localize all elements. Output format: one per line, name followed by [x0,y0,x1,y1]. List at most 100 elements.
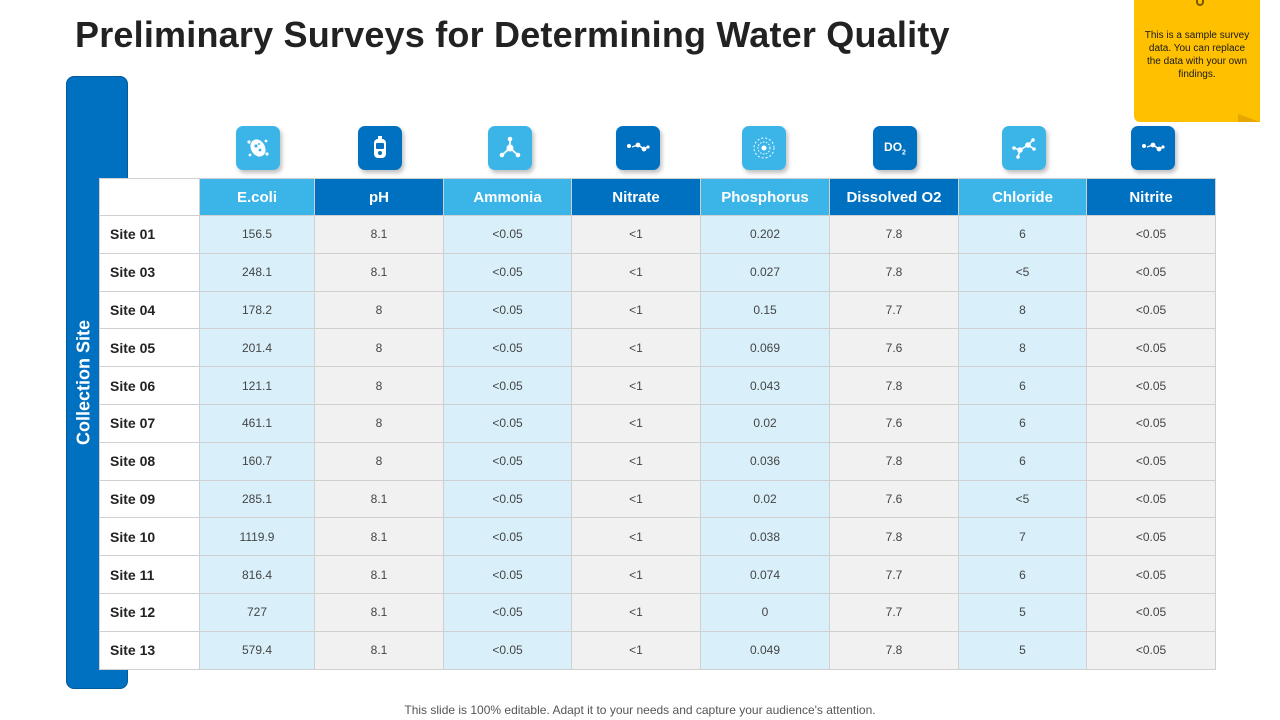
value-cell: 8.1 [314,252,444,292]
value-cell: <0.05 [1086,517,1216,557]
value-cell: 8 [958,328,1087,368]
sticky-note: This is a sample survey data. You can re… [1134,0,1260,122]
value-cell: 7.7 [829,290,959,330]
value-cell: 7.6 [829,403,959,443]
value-cell: 0.074 [700,555,830,594]
pin-icon [1196,0,1204,6]
value-cell: <0.05 [1086,252,1216,292]
value-cell: <1 [571,555,701,594]
site-name-cell: Site 07 [99,403,200,443]
dissolved-oxygen-icon-label: DO2 [884,139,906,157]
nitrate-molecule-icon [616,126,660,170]
value-cell: 8 [314,290,444,330]
value-cell: 1119.9 [199,517,315,557]
value-cell: 0 [700,592,830,632]
collection-site-label: Collection Site [73,320,94,446]
value-cell: <1 [571,252,701,292]
value-cell: 285.1 [199,479,315,519]
table-row: Site 03 248.1 8.1 <0.05 <1 0.027 7.8 <5 <0.05 [99,252,1216,292]
value-cell: 7.8 [829,215,959,254]
value-cell: 7.6 [829,479,959,519]
value-cell: <0.05 [443,290,572,330]
value-cell: <1 [571,290,701,330]
site-name-cell: Site 10 [99,517,200,557]
value-cell: 7.8 [829,366,959,405]
site-name-cell: Site 01 [99,215,200,254]
value-cell: 8.1 [314,555,444,594]
value-cell: 5 [958,630,1087,670]
value-cell: <0.05 [443,441,572,481]
value-cell: 248.1 [199,252,315,292]
header-ecoli: E.coli [199,178,315,216]
value-cell: <0.05 [443,555,572,594]
table-row: Site 04 178.2 8 <0.05 <1 0.15 7.7 8 <0.05 [99,290,1216,330]
value-cell: <0.05 [1086,479,1216,519]
value-cell: 6 [958,555,1087,594]
footer-note: This slide is 100% editable. Adapt it to… [404,703,876,717]
value-cell: <1 [571,479,701,519]
value-cell: <0.05 [1086,215,1216,254]
header-phosphorus: Phosphorus [700,178,830,216]
site-name-cell: Site 03 [99,252,200,292]
site-name-cell: Site 06 [99,366,200,405]
value-cell: <1 [571,366,701,405]
header-ammonia: Ammonia [443,178,572,216]
value-cell: 579.4 [199,630,315,670]
site-name-cell: Site 09 [99,479,200,519]
value-cell: <0.05 [1086,290,1216,330]
value-cell: 461.1 [199,403,315,443]
value-cell: 6 [958,215,1087,254]
table-row: Site 07 461.1 8 <0.05 <1 0.02 7.6 6 <0.05 [99,403,1216,443]
value-cell: 7.8 [829,630,959,670]
value-cell: 7 [958,517,1087,557]
water-quality-table: E.coli pH Ammonia Nitrate Phosphorus Dis… [99,178,1216,670]
sticky-note-text: This is a sample survey data. You can re… [1144,30,1250,80]
value-cell: <1 [571,403,701,443]
value-cell: 0.02 [700,479,830,519]
phosphorus-atom-icon [742,126,786,170]
site-name-cell: Site 11 [99,555,200,594]
value-cell: 0.036 [700,441,830,481]
site-name-cell: Site 12 [99,592,200,632]
value-cell: 0.02 [700,403,830,443]
value-cell: 0.038 [700,517,830,557]
header-dissolved-o2: Dissolved O2 [829,178,959,216]
value-cell: <0.05 [443,479,572,519]
value-cell: 8 [314,403,444,443]
value-cell: 7.6 [829,328,959,368]
value-cell: 8.1 [314,630,444,670]
value-cell: <1 [571,630,701,670]
nitrite-molecule-icon [1131,126,1175,170]
value-cell: 7.8 [829,441,959,481]
value-cell: <0.05 [1086,555,1216,594]
value-cell: 8.1 [314,215,444,254]
value-cell: <1 [571,441,701,481]
value-cell: <5 [958,252,1087,292]
value-cell: 8 [314,328,444,368]
value-cell: 156.5 [199,215,315,254]
value-cell: <0.05 [443,366,572,405]
ammonia-molecule-icon [488,126,532,170]
table-row: Site 10 1119.9 8.1 <0.05 <1 0.038 7.8 7 <0.05 [99,517,1216,557]
table-row: Site 12 727 8.1 <0.05 <1 0 7.7 5 <0.05 [99,592,1216,632]
table-row: Site 09 285.1 8.1 <0.05 <1 0.02 7.6 <5 <0.05 [99,479,1216,519]
value-cell: 0.202 [700,215,830,254]
value-cell: 0.049 [700,630,830,670]
value-cell: <0.05 [443,328,572,368]
value-cell: <0.05 [1086,441,1216,481]
value-cell: 8.1 [314,479,444,519]
value-cell: 727 [199,592,315,632]
page-title: Preliminary Surveys for Determining Wate… [75,14,950,55]
bacteria-icon [236,126,280,170]
value-cell: 160.7 [199,441,315,481]
value-cell: <5 [958,479,1087,519]
value-cell: 8 [314,366,444,405]
value-cell: 0.043 [700,366,830,405]
table-row: Site 06 121.1 8 <0.05 <1 0.043 7.8 6 <0.05 [99,366,1216,405]
value-cell: <0.05 [443,252,572,292]
value-cell: 6 [958,403,1087,443]
table-row: Site 13 579.4 8.1 <0.05 <1 0.049 7.8 5 <0.05 [99,630,1216,670]
value-cell: <0.05 [1086,366,1216,405]
value-cell: 5 [958,592,1087,632]
value-cell: 178.2 [199,290,315,330]
